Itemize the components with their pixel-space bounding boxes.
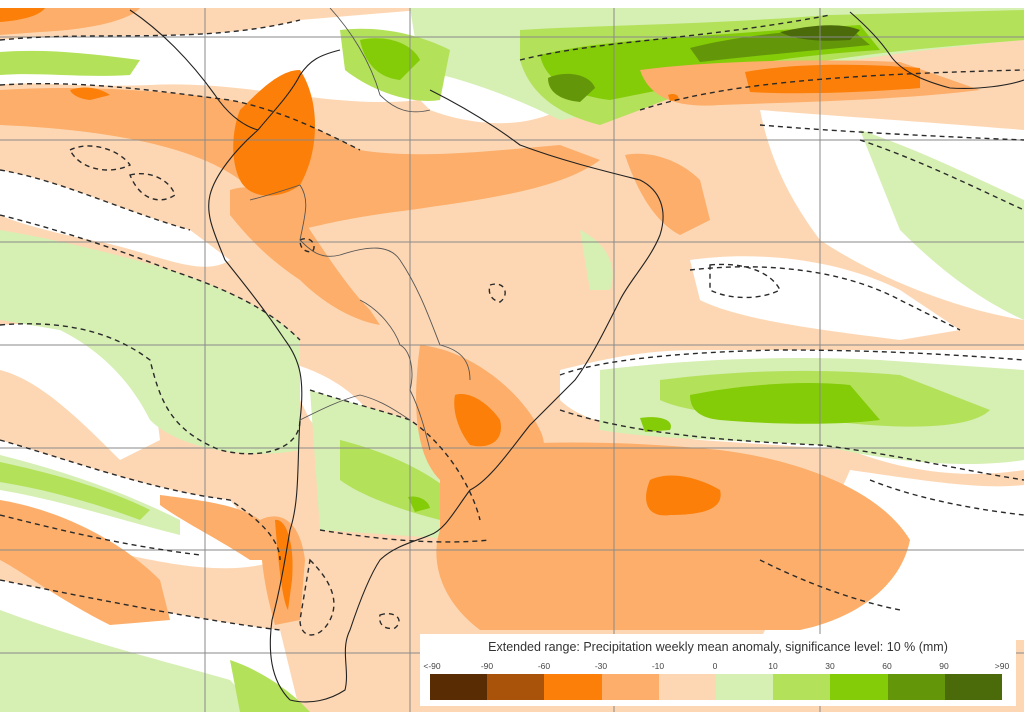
legend-swatch — [601, 674, 659, 700]
legend-swatch — [830, 674, 888, 700]
anomaly-minus30-to-minus60 — [0, 8, 920, 610]
legend-swatch — [658, 674, 717, 700]
legend-tick-row: <-90 -90 -60 -30 -10 0 10 30 60 90 >90 — [420, 661, 1016, 673]
legend-swatch — [944, 674, 1003, 700]
legend-tick: -90 — [480, 661, 494, 671]
legend-title: Extended range: Precipitation weekly mea… — [488, 640, 948, 654]
legend-tick: -30 — [594, 661, 608, 671]
legend-tick: -60 — [537, 661, 551, 671]
country-borders — [249, 8, 471, 451]
legend-swatch — [430, 674, 488, 700]
precipitation-anomaly-map — [0, 8, 1024, 712]
significance-contours — [0, 14, 1024, 636]
legend-tick: 30 — [825, 661, 835, 671]
legend: Extended range: Precipitation weekly mea… — [420, 634, 1016, 706]
legend-swatch — [716, 674, 774, 700]
legend-tick: >90 — [994, 661, 1010, 671]
legend-tick: 90 — [939, 661, 949, 671]
legend-swatch — [544, 674, 602, 700]
legend-tick: <-90 — [423, 661, 441, 671]
legend-swatch — [487, 674, 545, 700]
legend-swatch — [887, 674, 945, 700]
legend-tick: -10 — [651, 661, 665, 671]
legend-tick: 0 — [712, 661, 718, 671]
legend-swatch — [773, 674, 831, 700]
map-canvas — [0, 8, 1024, 712]
coastlines — [129, 9, 1024, 703]
legend-tick: 10 — [768, 661, 778, 671]
legend-color-bar — [430, 674, 1003, 700]
legend-tick: 60 — [882, 661, 892, 671]
